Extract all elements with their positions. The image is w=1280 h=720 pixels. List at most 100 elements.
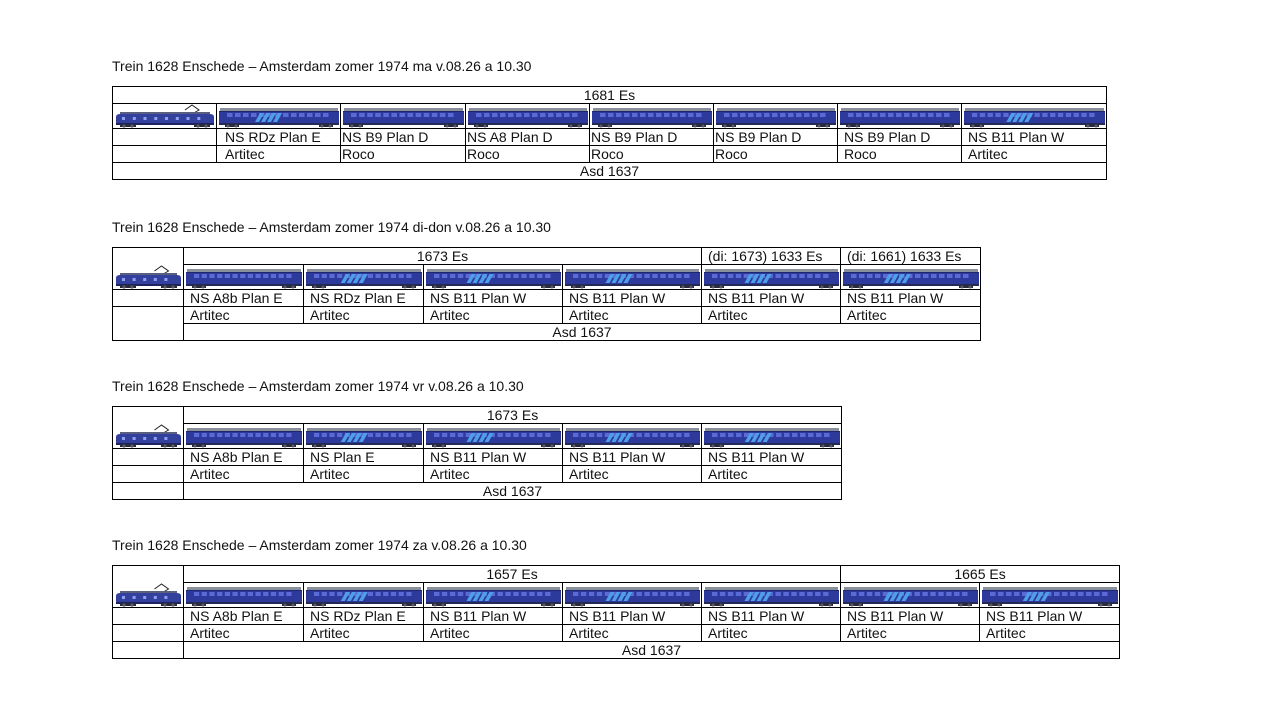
car-maker: Roco [465,145,590,163]
car-type: NS B11 Plan W [700,448,843,466]
car-maker: Roco [837,145,962,163]
car-type: NS B9 Plan D [713,128,838,146]
destination-label: (di: 1661) 1633 Es [840,247,981,265]
coach-icon [186,428,302,448]
car-maker: Artitec [423,465,563,483]
car-image-cell [183,423,304,449]
arrival-label: Asd 1637 [183,323,981,341]
car-maker: Artitec [840,624,981,642]
destination-label: 1673 Es [183,247,702,265]
coach-icon [982,587,1119,607]
car-image-cell [589,103,714,129]
car-image-cell [423,423,563,449]
destination-label: (di: 1673) 1633 Es [701,247,841,265]
car-maker: Artitec [961,145,1107,163]
destination-label: 1681 Es [112,86,1107,104]
empty-cell [112,624,184,642]
car-image-cell [837,103,962,129]
coach-icon [186,269,302,289]
locomotive-cell [112,103,217,129]
consist-table: 1681 Es NS RDz Plan E NS B9 Plan D NS A8… [112,86,1107,180]
coach-icon [592,108,712,128]
coach-icon [343,108,464,128]
car-maker: Artitec [562,624,702,642]
car-type: NS B11 Plan W [979,607,1121,625]
coach-icon [704,587,839,607]
consist-table: 1673 Es NS A8b Plan E NS Plan E NS B11 P… [112,406,843,500]
car-maker: Roco [340,145,466,163]
car-image-cell [340,103,466,129]
coach-icon [426,269,561,289]
car-maker: Roco [713,145,838,163]
coach-icon [704,269,839,289]
electric-locomotive-icon [116,583,181,607]
car-type: NS A8b Plan E [183,289,304,307]
electric-locomotive-icon [116,104,214,128]
car-maker: Artitec [700,624,842,642]
coach-icon [840,108,960,128]
coach-icon [306,587,422,607]
car-image-cell [713,103,838,129]
consist-table: 1657 Es 1665 Es NS A8b Plan E NS RDz Pla… [112,565,1121,659]
coach-icon [186,587,302,607]
locomotive-cell [112,423,184,449]
consist-table: 1673 Es (di: 1673) 1633 Es (di: 1661) 16… [112,247,981,341]
car-image-cell [303,264,424,290]
coach-icon [843,269,979,289]
car-image-cell [840,582,980,608]
coach-icon [565,269,700,289]
destination-label: 1665 Es [840,565,1121,583]
car-image-cell [303,582,424,608]
car-type: NS B11 Plan W [840,289,981,307]
car-image-cell [423,264,563,290]
destination-label: 1657 Es [182,565,842,583]
car-image-cell [701,264,841,290]
car-type: NS RDz Plan E [303,607,424,625]
block-title: Trein 1628 Enschede – Amsterdam zomer 19… [112,378,524,394]
car-type: NS B9 Plan D [589,128,714,146]
car-image-cell [183,264,304,290]
car-type: NS A8 Plan D [465,128,590,146]
coach-icon [565,587,700,607]
car-type: NS B9 Plan D [340,128,466,146]
car-image-cell [562,582,702,608]
car-type: NS A8b Plan E [183,448,304,466]
empty-cell [112,323,184,341]
car-type: NS B11 Plan W [423,448,563,466]
car-image-cell [303,423,424,449]
car-maker: Artitec [562,465,702,483]
coach-icon [219,108,339,128]
car-image-cell [183,582,304,608]
car-type: NS B11 Plan W [423,607,563,625]
electric-locomotive-icon [116,424,181,448]
car-maker: Artitec [979,624,1121,642]
block-title: Trein 1628 Enschede – Amsterdam zomer 19… [112,537,527,553]
arrival-label: Asd 1637 [182,641,1121,659]
destination-label: 1673 Es [182,406,843,424]
coach-icon [716,108,836,128]
empty-cell [112,641,184,659]
car-type: NS B11 Plan W [423,289,563,307]
empty-cell [112,448,184,466]
car-image-cell [840,264,981,290]
empty-cell [112,565,184,583]
empty-cell [112,406,184,424]
electric-locomotive-icon [116,265,181,289]
block-title: Trein 1628 Enschede – Amsterdam zomer 19… [112,58,532,74]
locomotive-cell [112,264,184,290]
car-type: NS B11 Plan W [701,289,841,307]
car-maker: Artitec [423,306,563,324]
car-type: NS B11 Plan W [700,607,842,625]
car-type: NS B11 Plan W [562,607,702,625]
car-type: NS Plan E [303,448,424,466]
car-maker: Artitec [700,465,843,483]
coach-icon [426,428,561,448]
car-maker: Artitec [423,624,563,642]
car-image-cell [700,423,843,449]
coach-icon [306,269,422,289]
empty-cell [112,289,184,307]
car-image-cell [961,103,1107,129]
coach-icon [704,428,840,448]
empty-cell [112,306,184,324]
car-image-cell [979,582,1121,608]
